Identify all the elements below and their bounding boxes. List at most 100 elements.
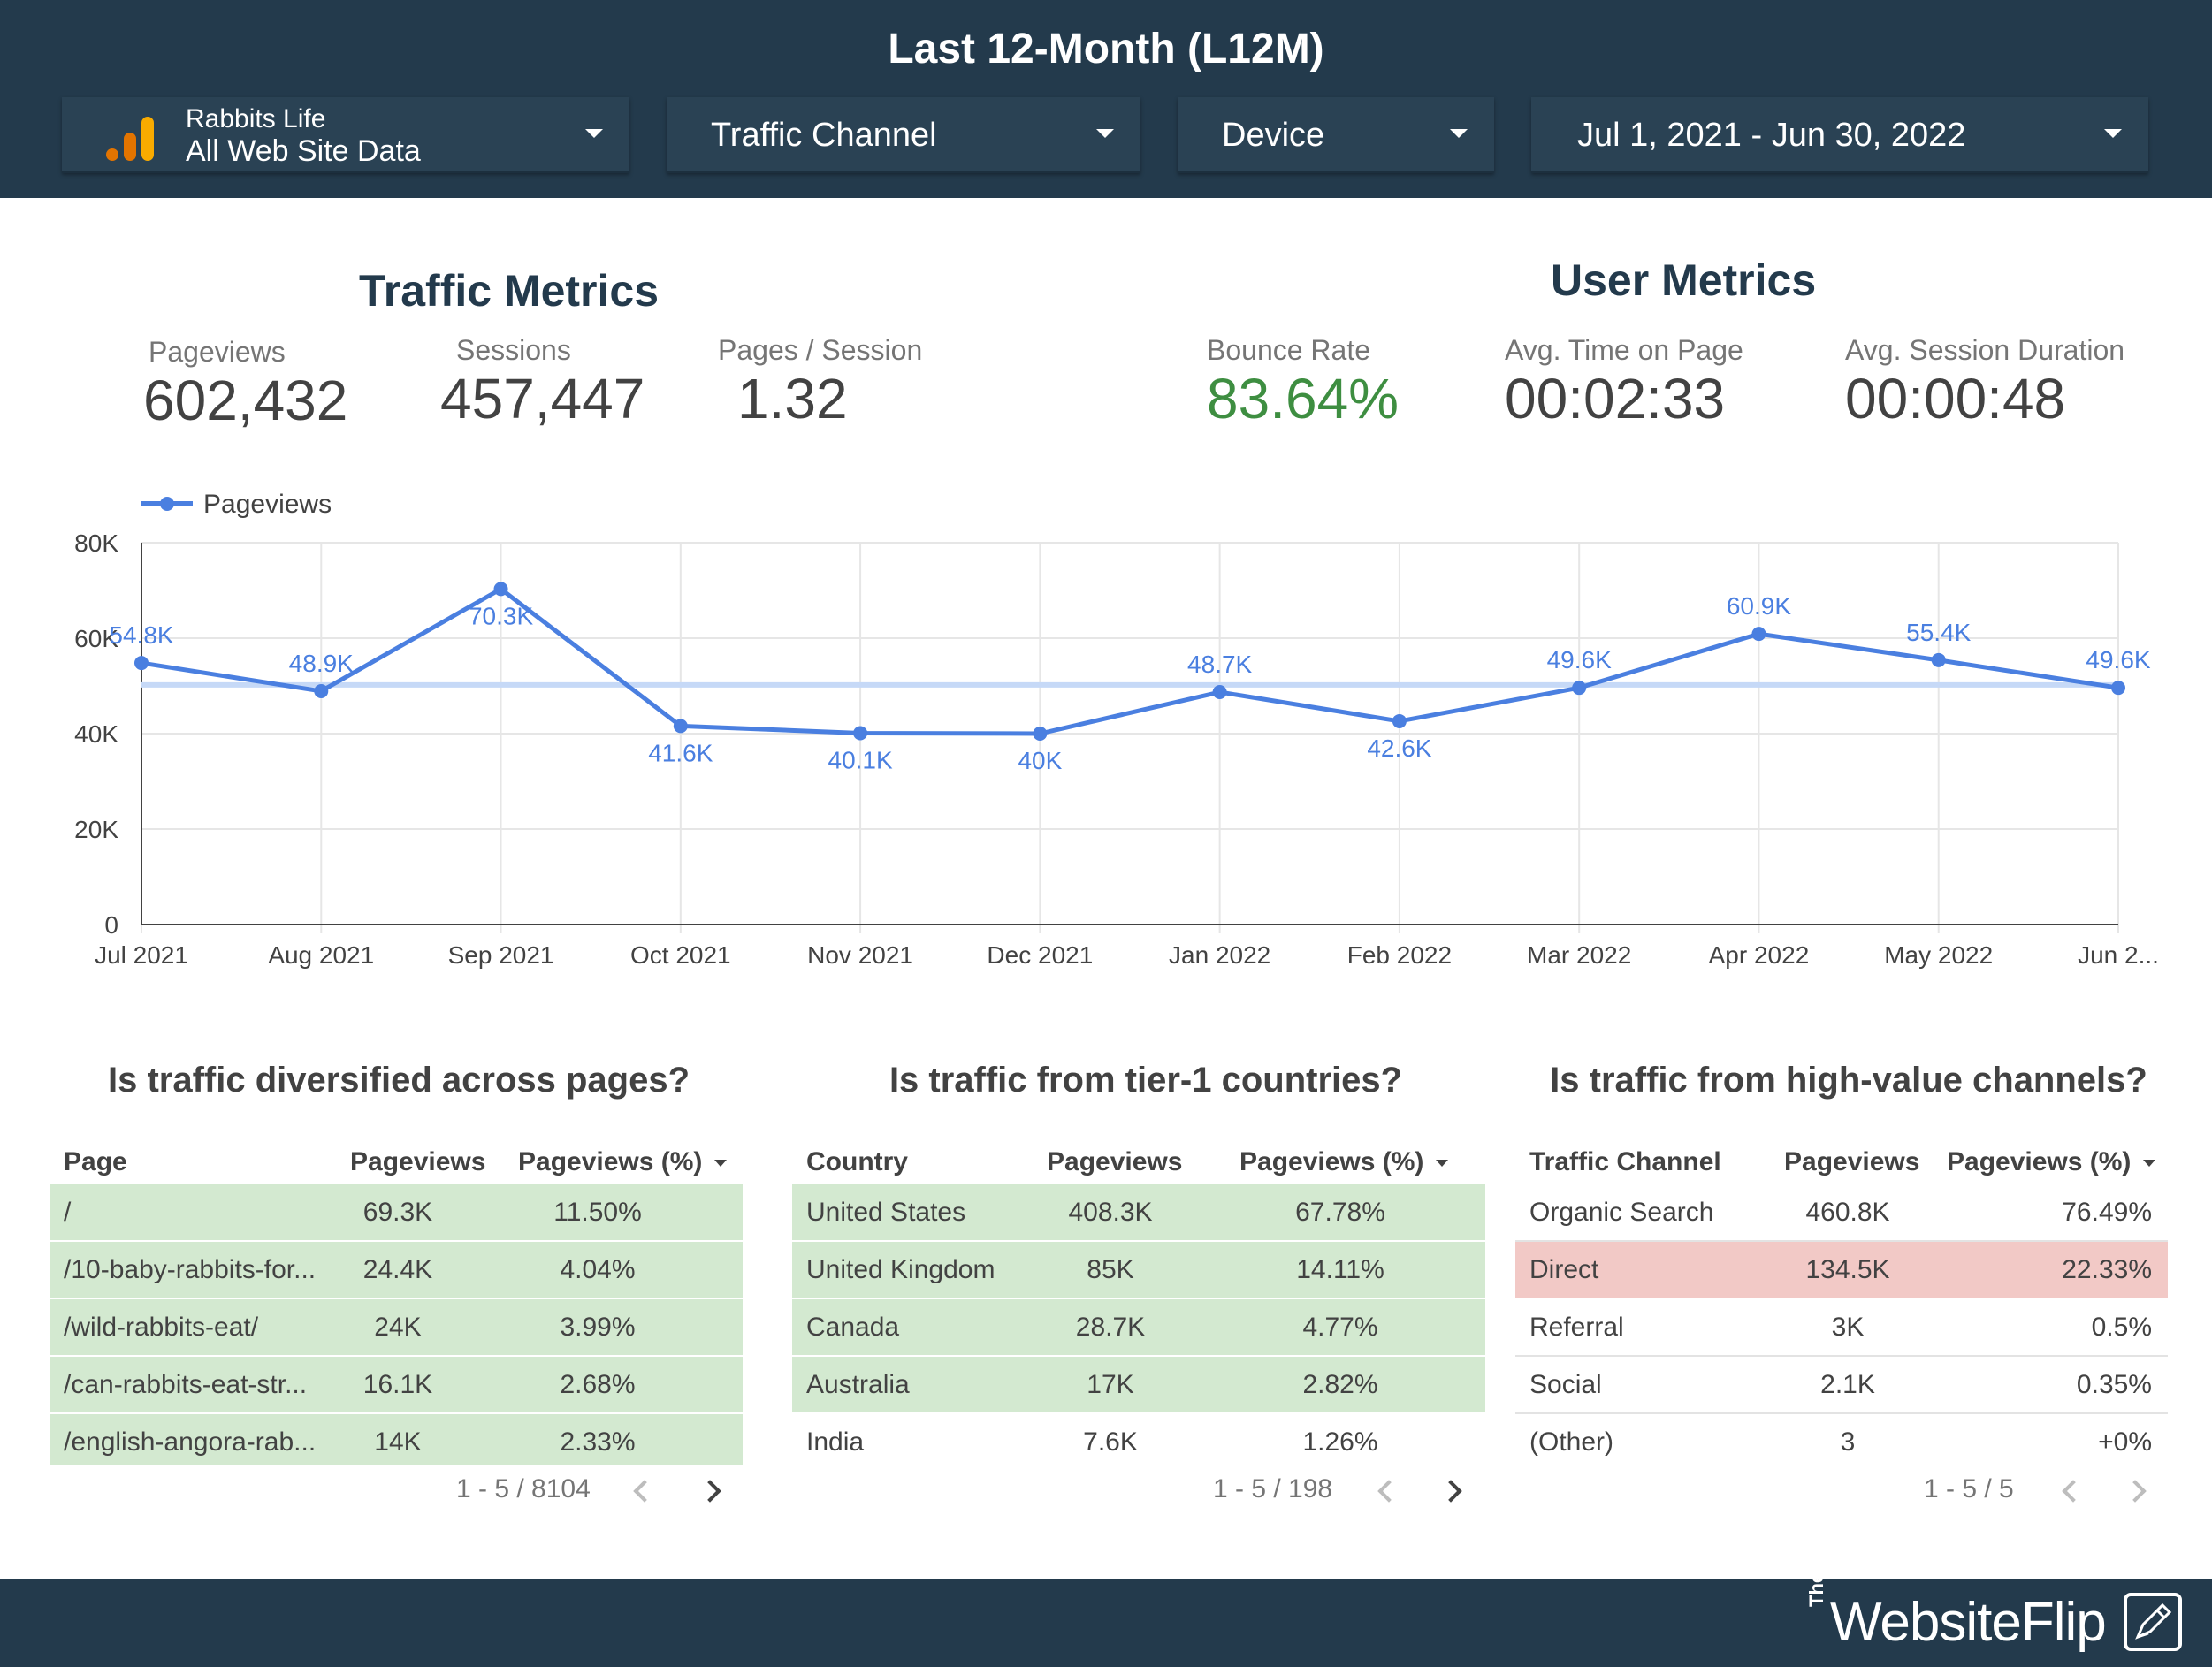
brand-prefix: The — [1805, 1572, 1827, 1607]
cell-pageviews: 28.7K — [1075, 1313, 1146, 1342]
cell-pageviews: 460.8K — [1805, 1198, 1890, 1227]
data-point — [1212, 685, 1227, 700]
cell-pageviews: 3K — [1831, 1313, 1865, 1342]
cell-pageviews-pct: 14.11% — [1296, 1255, 1384, 1284]
table-row[interactable]: (Other) 3 +0% — [1515, 1414, 2168, 1472]
cell-pageviews: 408.3K — [1068, 1198, 1153, 1227]
table-row[interactable]: /english-angora-rab... 14K 2.33% — [50, 1414, 743, 1467]
cell-page: / — [64, 1198, 72, 1227]
data-label: 48.9K — [289, 650, 354, 677]
col-header-pageviews-pct[interactable]: Pageviews (%) — [1947, 1147, 2156, 1177]
table-row[interactable]: /can-rabbits-eat-str... 16.1K 2.68% — [50, 1357, 743, 1414]
table-row[interactable]: /wild-rabbits-eat/ 24K 3.99% — [50, 1299, 743, 1357]
data-point — [1751, 627, 1766, 642]
col-header-pageviews-pct-label: Pageviews (%) — [1947, 1147, 2132, 1176]
source-property-name: Rabbits Life — [186, 104, 326, 133]
pages-table-title: Is traffic diversified across pages? — [107, 1061, 690, 1100]
col-header-pageviews[interactable]: Pageviews — [1784, 1147, 1920, 1176]
table-row[interactable]: Organic Search 460.8K 76.49% — [1515, 1184, 2168, 1242]
table-row[interactable]: India 7.6K 1.26% — [792, 1414, 1485, 1472]
col-header-pageviews-pct-label: Pageviews (%) — [1239, 1147, 1424, 1176]
table-row[interactable]: / 69.3K 11.50% — [50, 1184, 743, 1242]
table-row[interactable]: /10-baby-rabbits-for... 24.4K 4.04% — [50, 1242, 743, 1299]
sort-desc-icon — [2143, 1160, 2156, 1168]
data-source-selector[interactable]: Rabbits Life All Web Site Data — [62, 97, 629, 173]
y-tick-label: 80K — [74, 529, 118, 557]
x-tick-label: Nov 2021 — [807, 941, 913, 969]
cell-traffic-channel: Social — [1529, 1370, 1602, 1399]
cell-pageviews-pct: 67.78% — [1295, 1198, 1385, 1227]
table-header: Page Pageviews Pageviews (%) — [50, 1140, 743, 1184]
cell-pageviews-pct: 0.35% — [2076, 1370, 2152, 1399]
avg-session-duration-label: Avg. Session Duration — [1845, 334, 2125, 366]
cell-pageviews-pct: 1.26% — [1302, 1427, 1378, 1457]
pages-table-pager: 1 - 5 / 8104 — [456, 1474, 591, 1503]
pageviews-label: Pageviews — [149, 336, 286, 368]
col-header-pageviews-pct[interactable]: Pageviews (%) — [1239, 1147, 1449, 1177]
col-header-pageviews-pct[interactable]: Pageviews (%) — [518, 1147, 728, 1177]
cell-pageviews-pct: 4.77% — [1302, 1313, 1378, 1342]
pageviews-line-chart: 0 20K 40K 60K 80K Jul 2021 Aug 2021 Sep 2021 Oct… — [74, 490, 2159, 969]
cell-page: /wild-rabbits-eat/ — [64, 1313, 259, 1342]
date-range-picker[interactable]: Jul 1, 2021 - Jun 30, 2022 — [1531, 97, 2148, 173]
col-header-pageviews[interactable]: Pageviews — [1047, 1147, 1183, 1176]
cell-pageviews: 134.5K — [1805, 1255, 1890, 1284]
col-header-country[interactable]: Country — [806, 1147, 908, 1176]
x-tick-label: Jan 2022 — [1169, 941, 1270, 969]
table-row[interactable]: Canada 28.7K 4.77% — [792, 1299, 1485, 1357]
cell-country: United States — [806, 1198, 966, 1227]
pages-per-session-value: 1.32 — [737, 367, 848, 430]
cell-page: /english-angora-rab... — [64, 1427, 317, 1457]
table-row[interactable]: Referral 3K 0.5% — [1515, 1299, 2168, 1357]
table-row[interactable]: Australia 17K 2.82% — [792, 1357, 1485, 1414]
cell-pageviews-pct: +0% — [2098, 1427, 2152, 1457]
y-tick-label: 40K — [74, 720, 118, 748]
cell-pageviews-pct: 22.33% — [2062, 1255, 2152, 1284]
x-tick-label: Mar 2022 — [1527, 941, 1631, 969]
traffic-metrics-title: Traffic Metrics — [359, 266, 660, 316]
table-row[interactable]: Direct 134.5K 22.33% — [1515, 1242, 2168, 1299]
data-label: 48.7K — [1187, 651, 1252, 678]
data-point — [314, 683, 329, 698]
data-label: 42.6K — [1367, 735, 1431, 762]
col-header-traffic-channel[interactable]: Traffic Channel — [1529, 1147, 1721, 1176]
date-range-label: Jul 1, 2021 - Jun 30, 2022 — [1577, 117, 1966, 154]
data-label: 55.4K — [1906, 619, 1971, 646]
cell-pageviews: 7.6K — [1083, 1427, 1138, 1457]
source-view-name: All Web Site Data — [186, 134, 421, 168]
sessions-label: Sessions — [456, 334, 571, 366]
table-row[interactable]: United Kingdom 85K 14.11% — [792, 1242, 1485, 1299]
sort-desc-icon — [1436, 1160, 1449, 1168]
data-point — [1572, 681, 1587, 696]
cell-pageviews: 14K — [374, 1427, 422, 1457]
table-row[interactable]: United States 408.3K 67.78% — [792, 1184, 1485, 1242]
countries-table-pager: 1 - 5 / 198 — [1213, 1474, 1333, 1503]
cell-pageviews: 3 — [1840, 1427, 1856, 1457]
cell-pageviews: 69.3K — [362, 1198, 433, 1227]
data-label: 70.3K — [469, 602, 533, 629]
data-label: 49.6K — [2086, 646, 2150, 674]
data-point — [853, 726, 868, 741]
cell-country: Canada — [806, 1313, 900, 1342]
cell-pageviews-pct: 3.99% — [560, 1313, 636, 1342]
footer-bar: The WebsiteFlip — [0, 1572, 2212, 1667]
y-tick-label: 0 — [104, 911, 118, 939]
device-filter[interactable]: Device — [1178, 97, 1494, 173]
table-row[interactable]: Social 2.1K 0.35% — [1515, 1357, 2168, 1414]
col-header-pageviews[interactable]: Pageviews — [350, 1147, 486, 1176]
cell-pageviews: 2.1K — [1820, 1370, 1875, 1399]
chevron-down-icon — [1096, 129, 1114, 138]
col-header-page[interactable]: Page — [64, 1147, 127, 1176]
cell-pageviews-pct: 76.49% — [2062, 1198, 2152, 1227]
cell-traffic-channel: Referral — [1529, 1313, 1624, 1342]
traffic-channel-filter[interactable]: Traffic Channel — [667, 97, 1140, 173]
data-label: 40K — [1018, 747, 1062, 774]
sessions-value: 457,447 — [440, 367, 645, 430]
device-filter-label: Device — [1222, 117, 1325, 154]
chevron-down-icon — [2104, 129, 2122, 138]
x-tick-label: Sep 2021 — [448, 941, 554, 969]
cell-page: /can-rabbits-eat-str... — [64, 1370, 308, 1399]
col-header-pageviews-pct-label: Pageviews (%) — [518, 1147, 703, 1176]
data-point — [134, 656, 149, 671]
data-label: 41.6K — [648, 739, 713, 766]
